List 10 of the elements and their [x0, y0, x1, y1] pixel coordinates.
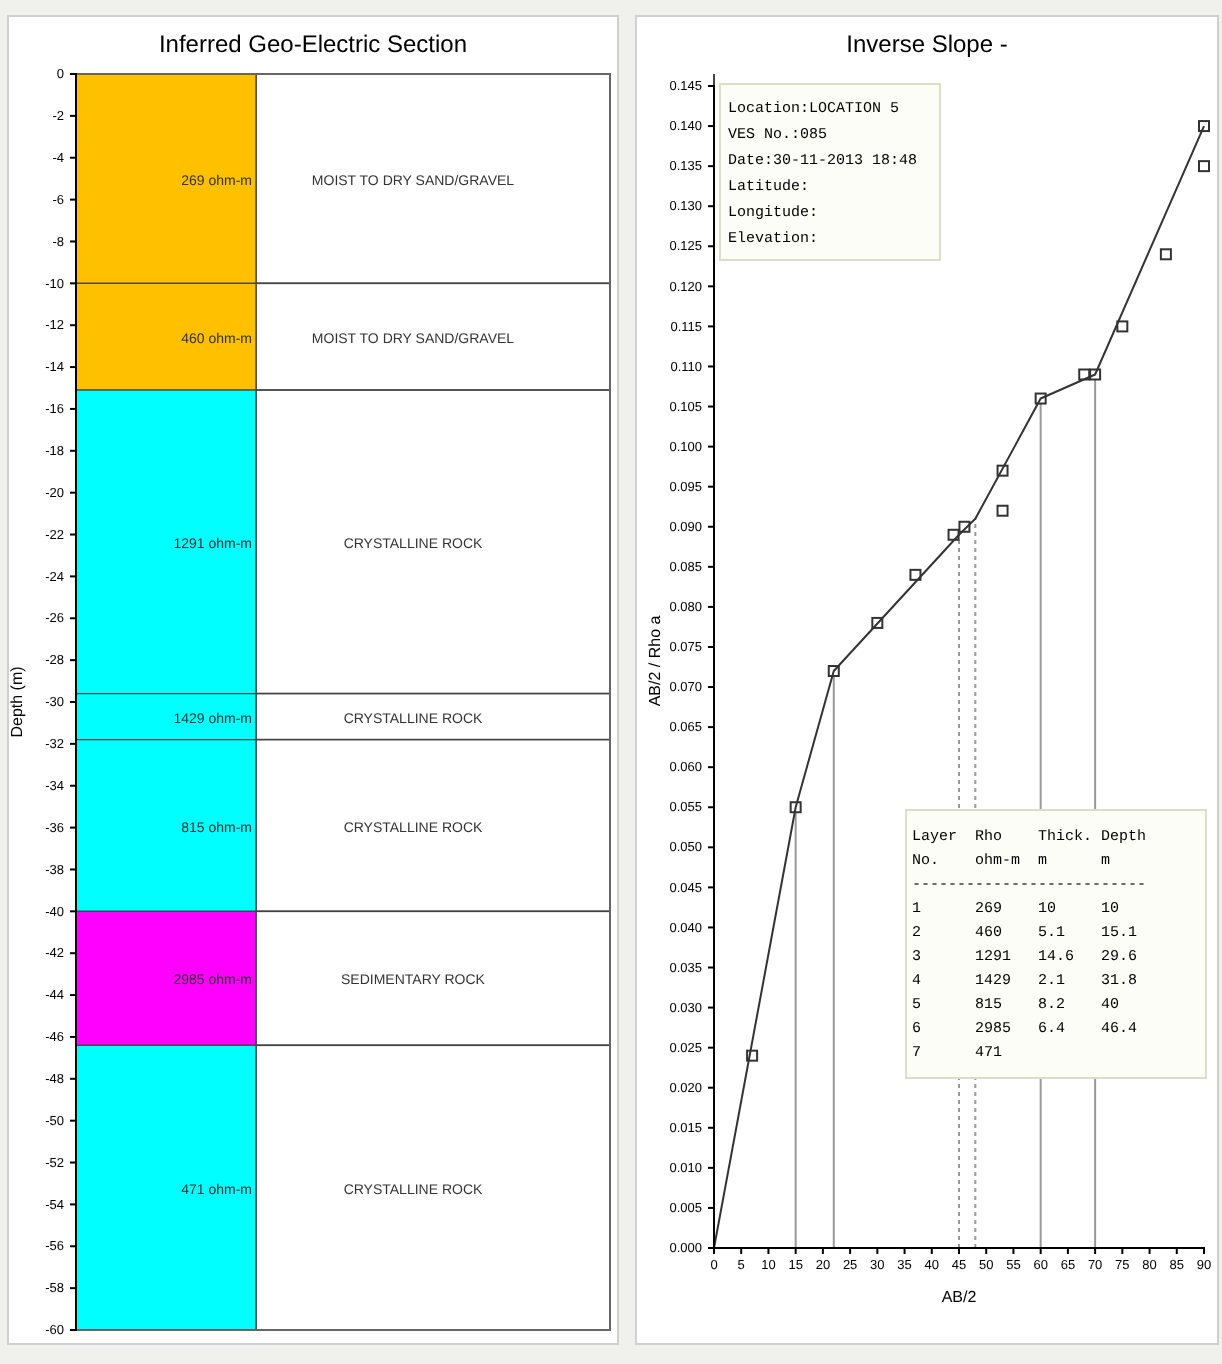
text: Inferred Geo-Electric Section — [158, 30, 468, 58]
x-axis-title: AB/2 — [941, 1288, 978, 1306]
point — [1159, 248, 1172, 261]
point — [1116, 320, 1129, 333]
y-axis-title: AB/2 / Rho a — [646, 614, 664, 707]
chart-title: Inverse Slope - — [846, 30, 1008, 58]
point — [1198, 160, 1210, 173]
point — [909, 568, 922, 581]
y-axis-title: Depth (m) — [8, 665, 26, 738]
point — [996, 504, 1009, 517]
